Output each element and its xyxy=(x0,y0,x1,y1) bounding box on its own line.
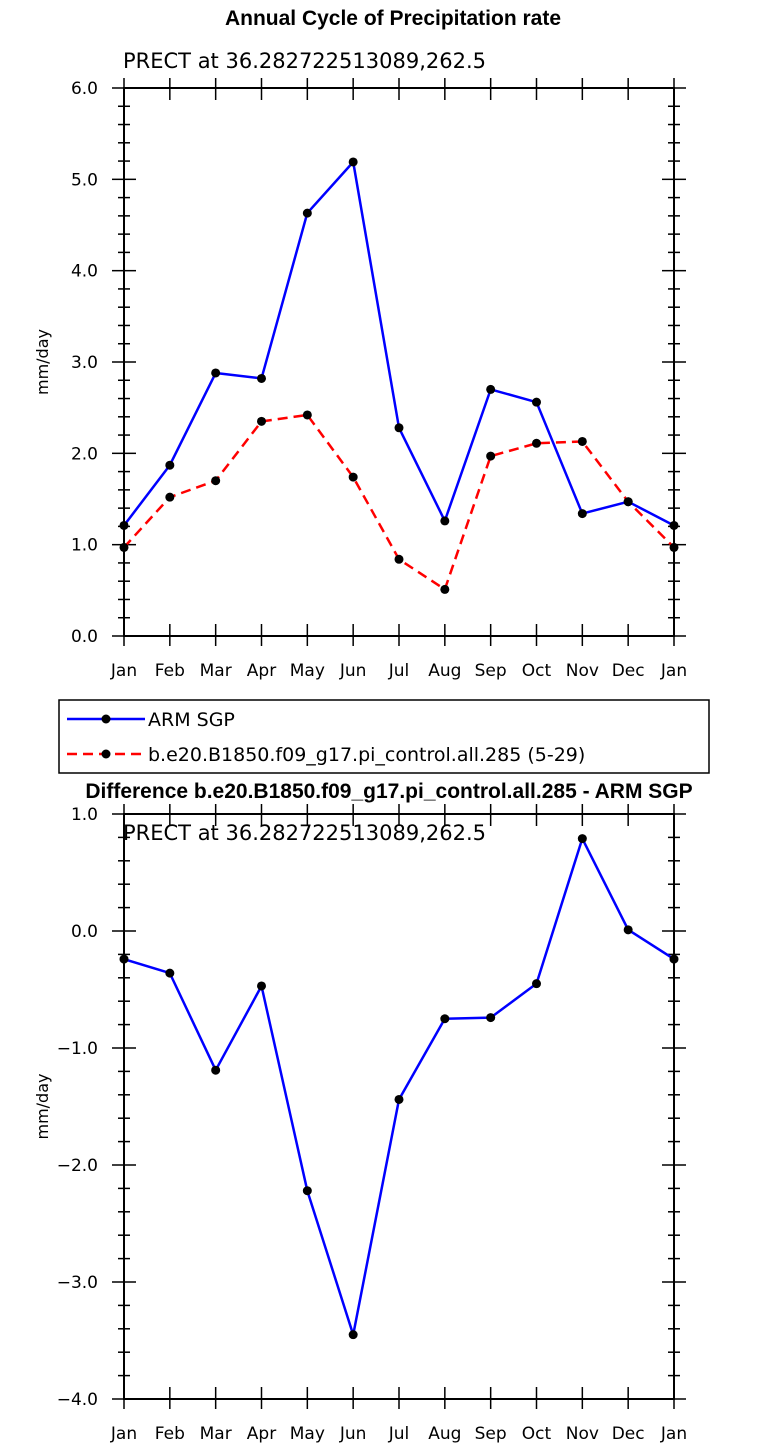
top-series-1-point xyxy=(440,584,450,594)
legend-box xyxy=(58,699,710,774)
bottom-xtick-label: Apr xyxy=(247,1424,276,1444)
top-series-1-point xyxy=(394,554,404,564)
top-xtick-label: Dec xyxy=(612,661,645,681)
legend-label-model: b.e20.B1850.f09_g17.pi_control.all.285 (… xyxy=(148,744,585,766)
bottom-xtick-label: Feb xyxy=(155,1424,185,1444)
bottom-xtick-label: Jan xyxy=(110,1424,137,1444)
bottom-xtick-label: Dec xyxy=(612,1424,645,1444)
top-xtick-label: Jul xyxy=(388,661,410,681)
bottom-series-0-point xyxy=(165,968,175,978)
top-series-1-point xyxy=(532,438,541,448)
bottom-xtick-label: Jul xyxy=(388,1424,410,1444)
bottom-series-0-point xyxy=(257,981,266,991)
bottom-series-0-point xyxy=(577,834,587,844)
top-series-1-point xyxy=(486,451,496,461)
bottom-series-0-point xyxy=(211,1065,221,1075)
top-xtick-label: Jan xyxy=(660,661,687,681)
legend-marker-arm-sgp xyxy=(101,714,111,724)
bottom-ytick-label: 0.0 xyxy=(71,922,98,942)
bottom-chart: −4.0 −3.0 −2.0 −1.0 0.0 1.0 Jan Feb Mar Apr May Jun… xyxy=(33,804,687,1444)
bottom-ytick-label: −4.0 xyxy=(57,1390,98,1410)
top-ylabel: mm/day xyxy=(33,329,52,395)
bottom-chart-title: Difference b.e20.B1850.f09_g17.pi_contro… xyxy=(85,780,692,803)
top-series-1-point xyxy=(165,492,175,502)
bottom-series-0-point xyxy=(532,979,541,989)
bottom-ytick-label: 1.0 xyxy=(71,805,98,825)
top-series-1-point xyxy=(257,416,266,426)
legend-label-arm-sgp: ARM SGP xyxy=(148,709,235,731)
top-series-1-point xyxy=(302,410,312,420)
top-series-1-point xyxy=(577,436,587,446)
legend: ARM SGP b.e20.B1850.f09_g17.pi_control.a… xyxy=(58,699,710,774)
bottom-series-0-point xyxy=(623,925,633,935)
bottom-ytick-label: −2.0 xyxy=(57,1156,98,1176)
bottom-series-line-0 xyxy=(123,837,675,1336)
bottom-xtick-label: Aug xyxy=(428,1424,461,1444)
top-ytick-label: 3.0 xyxy=(71,353,98,373)
bottom-xtick-label: Jun xyxy=(339,1424,367,1444)
top-chart-title: Annual Cycle of Precipitation rate xyxy=(225,7,561,30)
top-xtick-label: Jun xyxy=(339,661,367,681)
top-ytick-label: 6.0 xyxy=(71,79,98,99)
bottom-xtick-label: Nov xyxy=(566,1424,599,1444)
legend-marker-model xyxy=(101,749,111,759)
top-series-0-point xyxy=(348,157,358,167)
bottom-series-0-point xyxy=(486,1013,496,1023)
bottom-series-0-point xyxy=(669,954,679,964)
top-series-0-point xyxy=(165,460,175,470)
bottom-ytick-label: −3.0 xyxy=(57,1273,98,1293)
top-series-1-point xyxy=(119,542,129,552)
bottom-ytick-label: −1.0 xyxy=(57,1039,98,1059)
top-xtick-label: Jan xyxy=(110,661,137,681)
bottom-xtick-label: Sep xyxy=(475,1424,507,1444)
bottom-series-0-point xyxy=(440,1014,450,1024)
top-series-0-point xyxy=(669,520,679,530)
bottom-xtick-label: Jan xyxy=(660,1424,687,1444)
bottom-chart-subtitle: PRECT at 36.282722513089,262.5 xyxy=(123,821,486,845)
top-xtick-label: Mar xyxy=(200,661,232,681)
top-series-0-point xyxy=(440,516,450,526)
bottom-xtick-label: Mar xyxy=(200,1424,232,1444)
bottom-series-0-point xyxy=(302,1186,312,1196)
bottom-xtick-label: May xyxy=(290,1424,325,1444)
top-series-0-point xyxy=(257,373,266,383)
top-xtick-label: Oct xyxy=(522,661,552,681)
top-series-0-point xyxy=(211,368,221,378)
top-ytick-label: 1.0 xyxy=(71,536,98,556)
top-plot-frame xyxy=(123,87,675,637)
top-chart: 0.0 1.0 2.0 3.0 4.0 5.0 6.0 Jan Feb Mar Apr May Jun J… xyxy=(33,78,687,681)
top-series-1-point xyxy=(211,476,221,486)
bottom-ylabel: mm/day xyxy=(33,1074,52,1140)
top-ytick-label: 4.0 xyxy=(71,262,98,282)
top-xtick-label: Nov xyxy=(566,661,599,681)
top-ytick-label: 5.0 xyxy=(71,170,98,190)
top-xtick-label: Sep xyxy=(475,661,507,681)
top-series-0-point xyxy=(532,397,541,407)
top-series-line-0 xyxy=(123,160,675,527)
top-series-0-point xyxy=(486,384,496,394)
bottom-plot-frame xyxy=(123,813,675,1400)
top-series-0-point xyxy=(577,509,587,519)
top-series-1-point xyxy=(348,472,358,482)
top-xtick-label: Feb xyxy=(155,661,185,681)
bottom-xtick-label: Oct xyxy=(522,1424,552,1444)
bottom-series-0-point xyxy=(348,1330,358,1340)
bottom-series-0-point xyxy=(394,1094,404,1104)
top-ytick-label: 0.0 xyxy=(71,627,98,647)
bottom-series-0-point xyxy=(119,954,129,964)
top-series-1-point xyxy=(623,497,633,507)
top-chart-subtitle: PRECT at 36.282722513089,262.5 xyxy=(123,49,486,73)
top-xtick-label: Apr xyxy=(247,661,276,681)
top-xtick-label: Aug xyxy=(428,661,461,681)
top-ytick-label: 2.0 xyxy=(71,444,98,464)
top-xtick-label: May xyxy=(290,661,325,681)
top-series-0-point xyxy=(119,520,129,530)
top-series-1-point xyxy=(669,542,679,552)
top-series-0-point xyxy=(302,208,312,218)
top-series-0-point xyxy=(394,423,404,433)
